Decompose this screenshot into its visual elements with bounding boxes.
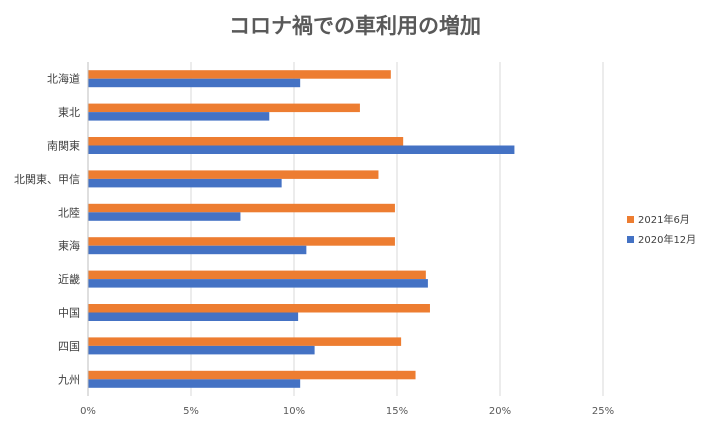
bar-series-a [88,70,391,79]
bar-series-a [88,270,426,280]
bar-series-a [88,337,402,346]
x-tick-label: 0% [80,406,96,417]
x-tick-label: 15% [386,406,408,417]
y-tick-label: 中国 [58,307,80,320]
x-tick-label: 25% [592,406,614,417]
y-tick-label: 四国 [58,340,80,353]
bar-series-b [88,178,282,188]
legend-swatch [627,236,634,243]
y-tick-label: 近畿 [58,272,80,286]
legend-swatch [627,216,634,223]
bar-series-a [88,370,416,380]
y-tick-label: 北関東、甲信 [14,173,80,186]
bar-series-b [88,312,299,321]
y-tick-label: 北陸 [58,206,80,219]
y-tick-label: 北海道 [47,72,80,86]
x-tick-label: 20% [489,406,511,417]
bar-series-a [88,304,430,313]
y-tick-label: 南関東 [47,140,80,153]
bar-series-b [88,345,315,355]
x-tick-label: 10% [283,406,305,417]
bar-series-a [88,237,395,246]
bar-series-b [88,78,301,88]
bar-series-b [88,212,241,221]
legend-label: 2021年6月 [638,213,690,226]
bar-series-a [88,103,360,113]
chart-title: コロナ禍での車利用の増加 [229,14,481,38]
bar-series-b [88,279,428,288]
y-tick-label: 東北 [58,106,80,119]
bar-series-b [88,245,307,255]
bar-series-a [88,137,404,146]
bar-series-b [88,145,515,154]
bar-series-a [88,203,395,213]
y-tick-label: 東海 [58,239,80,253]
bar-series-b [88,112,270,121]
bar-series-a [88,170,379,179]
bar-series-b [88,379,301,388]
x-tick-label: 5% [183,406,199,417]
legend-label: 2020年12月 [638,233,696,246]
y-tick-label: 九州 [58,373,80,386]
